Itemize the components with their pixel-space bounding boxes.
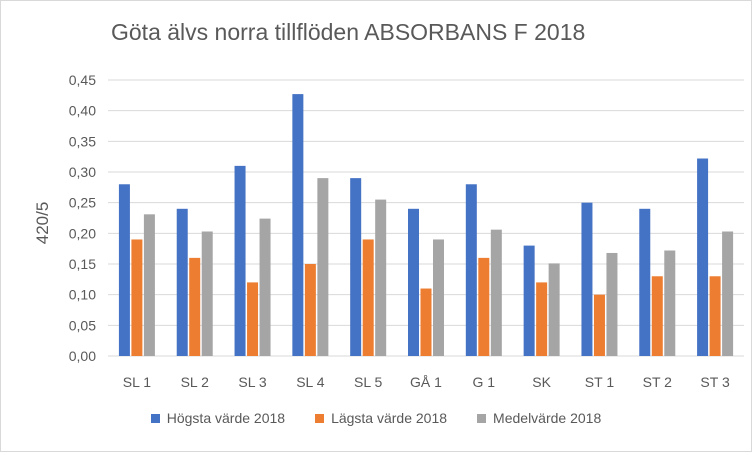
- bar: [433, 239, 444, 356]
- bar: [536, 282, 548, 356]
- legend-swatch: [315, 413, 325, 423]
- legend-item: Medelvärde 2018: [477, 410, 601, 426]
- bar: [581, 202, 593, 356]
- bar: [465, 184, 477, 356]
- y-tick-label: 0,30: [69, 164, 96, 180]
- bar: [189, 257, 201, 356]
- legend-label: Högsta värde 2018: [166, 410, 286, 426]
- legend-swatch: [477, 413, 487, 423]
- bar: [234, 165, 246, 356]
- legend-item: Lägsta värde 2018: [315, 410, 447, 426]
- x-tick-label: GÅ 1: [410, 374, 442, 390]
- bar: [722, 231, 734, 356]
- legend: Högsta värde 2018 Lägsta värde 2018 Medelv…: [1, 410, 751, 426]
- y-tick-label: 0,00: [69, 348, 96, 364]
- legend-swatch: [150, 413, 160, 423]
- y-tick-label: 0,05: [69, 317, 96, 333]
- bar: [651, 276, 663, 356]
- y-tick-label: 0,35: [69, 133, 96, 149]
- legend-label: Lägsta värde 2018: [331, 410, 448, 426]
- bar: [304, 264, 316, 356]
- bar: [490, 229, 502, 356]
- legend-label: Medelvärde 2018: [493, 410, 602, 426]
- x-tick-label: SK: [532, 374, 551, 390]
- x-tick-label: G 1: [473, 374, 496, 390]
- bar: [420, 288, 432, 356]
- legend-item: Högsta värde 2018: [150, 410, 286, 426]
- bar: [639, 208, 651, 356]
- x-tick-label: SL 4: [296, 374, 324, 390]
- bar: [118, 184, 130, 356]
- chart-title: Göta älvs norra tillflöden ABSORBANS F 2…: [111, 19, 586, 45]
- y-tick-label: 0,25: [69, 195, 96, 211]
- bar: [375, 199, 387, 356]
- y-tick-label: 0,10: [69, 287, 96, 303]
- x-tick-labels: SL 1 SL 2 SL 3 SL 4 SL 5 GÅ 1 G 1 SK ST 1 ST 2 ST …: [123, 374, 730, 390]
- bar: [697, 158, 709, 356]
- bar: [593, 294, 605, 356]
- bar: [259, 218, 271, 356]
- bar: [350, 178, 362, 356]
- bar: [247, 282, 259, 356]
- bar: [709, 276, 721, 356]
- y-tick-label: 0,45: [69, 72, 96, 88]
- y-tick-label: 0,15: [69, 256, 96, 272]
- x-tick-label: ST 3: [700, 374, 730, 390]
- bar: [292, 94, 304, 357]
- x-tick-label: SL 3: [238, 374, 266, 390]
- x-tick-label: ST 1: [585, 374, 615, 390]
- bar: [362, 239, 374, 356]
- bar: [131, 239, 143, 356]
- bar: [606, 252, 618, 356]
- x-tick-label: SL 2: [181, 374, 209, 390]
- bar: [201, 231, 213, 356]
- bar: [143, 214, 155, 356]
- bar: [478, 257, 490, 356]
- y-axis-label: 420/5: [33, 202, 52, 245]
- bars: [118, 94, 734, 357]
- bar: [317, 178, 329, 356]
- bar: [408, 208, 419, 356]
- x-tick-label: SL 5: [354, 374, 382, 390]
- bar: [548, 263, 560, 356]
- y-tick-label: 0,20: [69, 225, 96, 241]
- bar: [176, 208, 188, 356]
- bar: [523, 245, 535, 356]
- y-tick-label: 0,40: [69, 103, 96, 119]
- y-tick-labels: 0,00 0,05 0,10 0,15 0,20 0,25 0,30 0,35 0,40 0,45: [69, 72, 96, 364]
- bar: [664, 250, 676, 356]
- x-tick-label: ST 2: [643, 374, 673, 390]
- x-tick-label: SL 1: [123, 374, 151, 390]
